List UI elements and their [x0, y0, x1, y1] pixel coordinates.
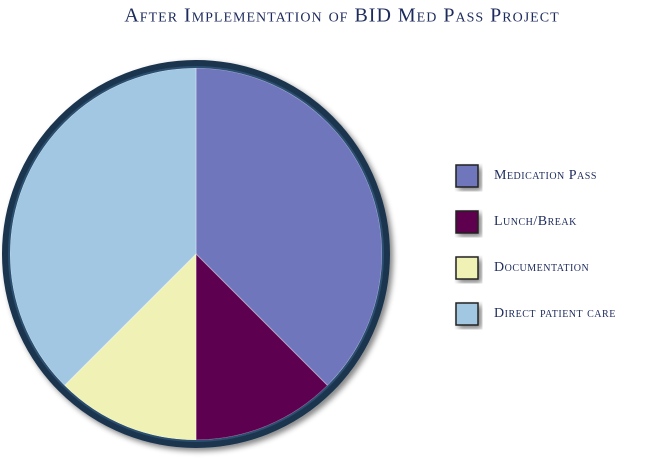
pie-slice	[195, 67, 383, 387]
pie	[2, 60, 390, 448]
pie-border	[8, 66, 384, 442]
legend-label: Documentation	[494, 260, 589, 275]
legend-swatch	[455, 164, 479, 188]
pie-slice	[195, 252, 329, 441]
chart-title: After Implementation of BID Med Pass Pro…	[124, 5, 559, 27]
legend-swatch	[455, 302, 479, 326]
pie-rim	[2, 60, 390, 448]
pie-slice	[9, 67, 197, 387]
legend-swatch	[455, 256, 479, 280]
legend-label: Lunch/Break	[494, 214, 577, 229]
legend: Medication Pass Lunch/Break Documentation D…	[455, 164, 616, 326]
legend-swatch	[455, 210, 479, 234]
legend-label: Direct patient care	[494, 306, 616, 321]
pie-slice	[63, 252, 197, 441]
legend-label: Medication Pass	[494, 168, 597, 183]
